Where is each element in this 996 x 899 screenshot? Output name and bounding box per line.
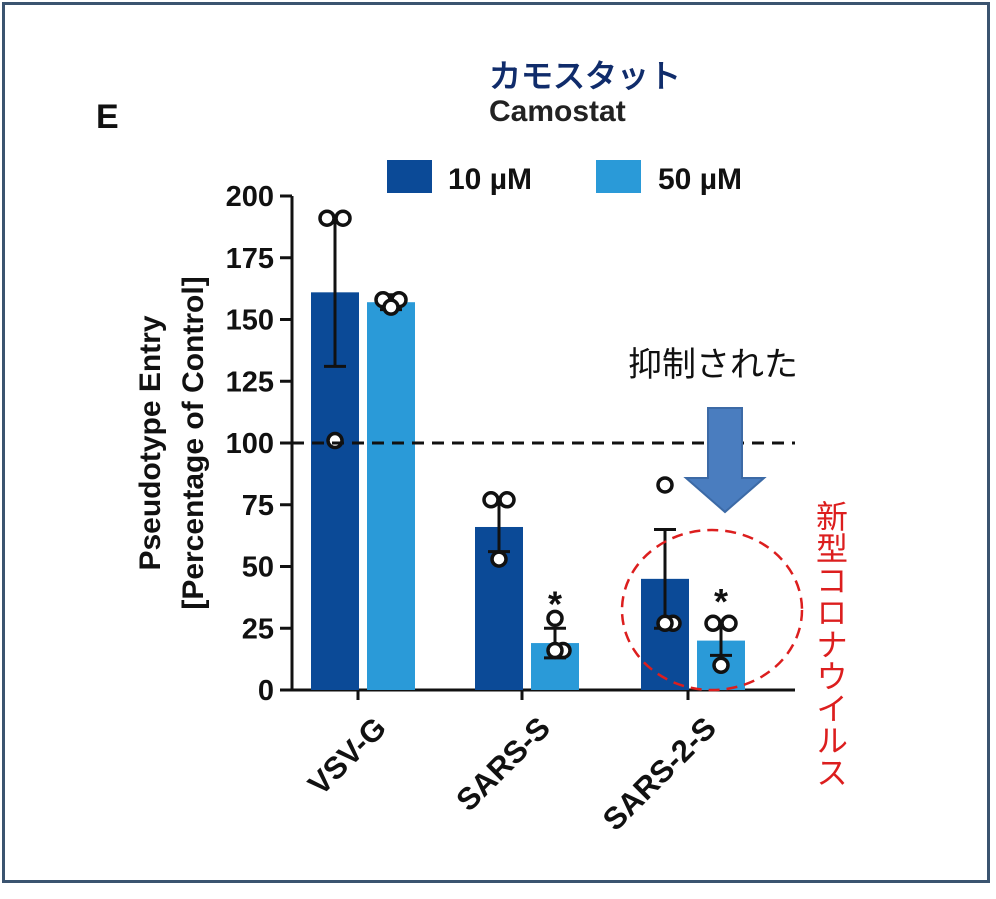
y-axis-label-line2: [Percentage of Control] xyxy=(177,276,210,609)
x-tick-label: SARS-S xyxy=(449,710,557,818)
data-point xyxy=(498,491,516,509)
y-tick-label: 150 xyxy=(226,305,274,337)
x-tick-label: SARS-2-S xyxy=(596,710,723,837)
y-axis-label-line1: Pseudotype Entry xyxy=(134,315,167,570)
data-point xyxy=(656,476,674,494)
title-japanese: カモスタット xyxy=(489,58,681,94)
data-point xyxy=(334,209,352,227)
data-point xyxy=(490,550,508,568)
data-point xyxy=(704,614,722,633)
y-tick-label: 75 xyxy=(242,490,274,522)
significance-star: * xyxy=(548,583,562,624)
data-point xyxy=(546,609,564,628)
panel-label: E xyxy=(96,98,119,136)
highlight-dashed-circle xyxy=(620,528,804,692)
y-tick-label: 50 xyxy=(242,552,274,584)
y-tick-label: 175 xyxy=(226,243,274,275)
annotation-inhibited: 抑制された xyxy=(628,346,798,384)
x-tick-label: VSV-G xyxy=(301,710,393,802)
y-tick-label: 100 xyxy=(226,428,274,460)
y-tick-label: 0 xyxy=(258,675,274,707)
y-tick-label: 200 xyxy=(226,181,274,213)
down-arrow-icon xyxy=(683,407,767,514)
data-point xyxy=(382,298,400,316)
y-tick-label: 25 xyxy=(242,613,274,645)
annotation-novel-coronavirus: 新型コロナウイルス xyxy=(812,500,848,788)
data-point xyxy=(546,641,564,660)
chart-title: Camostat xyxy=(489,95,626,128)
legend-label-50um: 50 µM xyxy=(658,163,742,196)
data-point xyxy=(318,209,336,227)
legend-label-10um: 10 µM xyxy=(448,163,532,196)
data-point xyxy=(326,431,344,450)
data-point xyxy=(656,614,674,633)
data-point xyxy=(712,656,730,675)
bar xyxy=(367,302,415,690)
data-point xyxy=(720,614,738,633)
significance-star: * xyxy=(714,581,728,622)
y-tick-label: 125 xyxy=(226,366,274,398)
legend-swatch-50um xyxy=(596,160,641,193)
data-point xyxy=(482,491,500,509)
legend-swatch-10um xyxy=(387,160,432,193)
plot-area: 0 25 50 75 100 125 150 175 200 VSV-G SARS-S SARS-2-… xyxy=(226,181,795,837)
